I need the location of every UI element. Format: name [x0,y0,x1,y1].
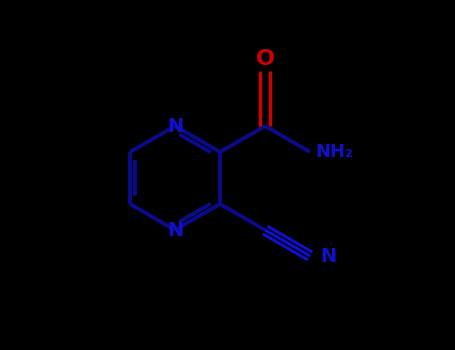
Text: N: N [167,117,183,135]
Text: O: O [256,49,274,69]
Text: NH₂: NH₂ [315,143,353,161]
Text: N: N [167,220,183,239]
Text: N: N [320,246,336,266]
